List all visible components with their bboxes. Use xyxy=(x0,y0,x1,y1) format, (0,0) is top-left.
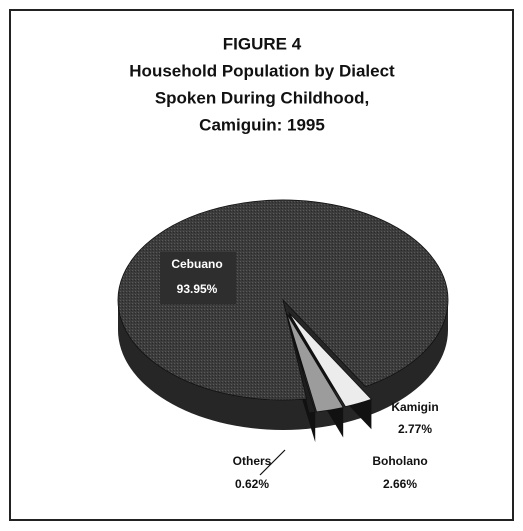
value-label: 93.95% xyxy=(177,282,218,296)
slice-label: Boholano xyxy=(372,454,427,468)
chart-title: Spoken During Childhood, xyxy=(155,88,369,107)
slice-label: Cebuano xyxy=(171,257,222,271)
slice-label: Others xyxy=(233,454,272,468)
slice-label: Kamigin xyxy=(391,400,438,414)
pie-slice xyxy=(284,313,316,414)
chart-title: Camiguin: 1995 xyxy=(199,115,325,134)
label-box xyxy=(160,252,236,304)
leader-line xyxy=(259,449,286,476)
value-label: 2.77% xyxy=(398,422,432,436)
value-label: 0.62% xyxy=(235,477,269,491)
chart-title: FIGURE 4 xyxy=(223,34,302,53)
pie-slice xyxy=(288,312,373,408)
value-label: 2.66% xyxy=(383,477,417,491)
pie-slice xyxy=(117,199,449,401)
chart-title: Household Population by Dialect xyxy=(129,61,395,80)
pie-slice xyxy=(286,313,344,413)
frame xyxy=(9,9,514,521)
